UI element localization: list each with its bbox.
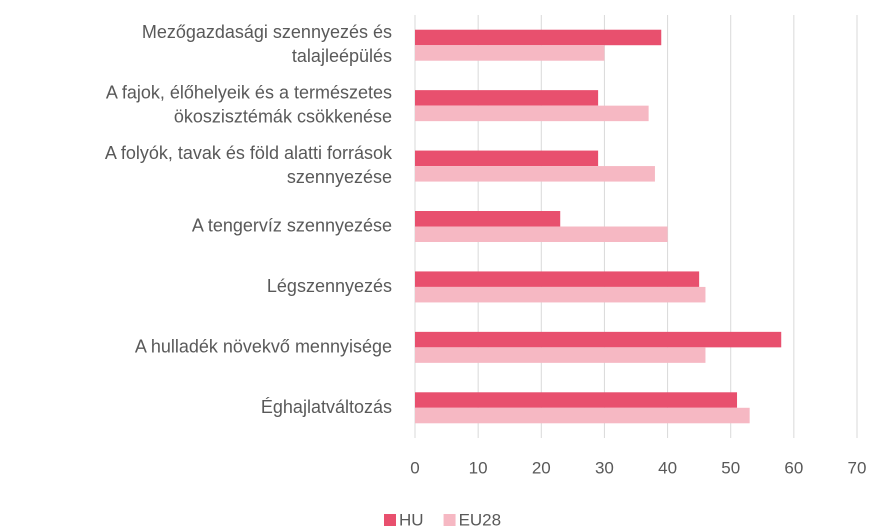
bar (415, 90, 599, 106)
bar (415, 211, 561, 227)
x-tick-label: 30 (595, 458, 614, 477)
x-tick-label: 0 (410, 458, 419, 477)
x-tick-label: 20 (532, 458, 551, 477)
bar (415, 407, 750, 424)
bar (415, 286, 706, 303)
bar (415, 45, 605, 61)
bar (415, 392, 738, 408)
y-tick-label: Éghajlatváltozás (261, 397, 392, 417)
bar (415, 29, 662, 46)
x-tick-label: 70 (848, 458, 867, 477)
y-tick-label: A tengervíz szennyezése (192, 215, 392, 235)
y-tick-label: A fajok, élőhelyeik és a természetes ökos… (106, 82, 392, 126)
bar (415, 105, 649, 122)
x-tick-label: 50 (721, 458, 740, 477)
bar (415, 331, 782, 348)
bar (415, 150, 599, 167)
legend-label: HU (399, 510, 424, 529)
legend-label: EU28 (459, 510, 502, 529)
bar (415, 347, 706, 363)
y-tick-label: A folyók, tavak és föld alatti források s… (105, 143, 393, 187)
bar (415, 226, 668, 242)
y-tick-label: Mezőgazdasági szennyezés és talajleépülés (142, 22, 392, 66)
x-tick-label: 10 (469, 458, 488, 477)
y-tick-label: A hulladék növekvő mennyisége (135, 336, 392, 356)
legend-swatch (384, 514, 396, 526)
legend-swatch (443, 514, 456, 526)
bar (415, 271, 700, 287)
x-tick-label: 40 (658, 458, 677, 477)
y-tick-label: Légszennyezés (267, 276, 392, 296)
bar (415, 166, 655, 182)
x-tick-label: 60 (784, 458, 803, 477)
